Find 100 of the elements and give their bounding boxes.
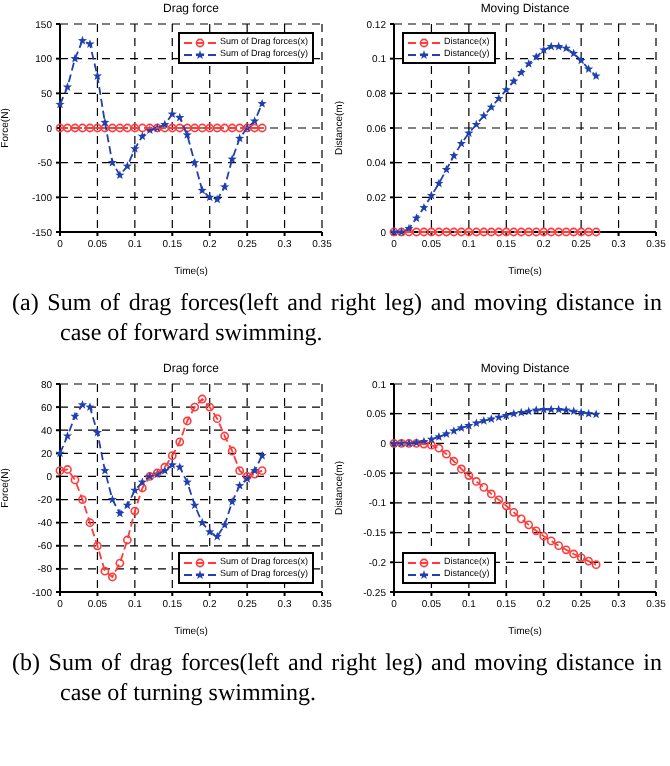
point <box>182 130 192 139</box>
point <box>197 394 207 404</box>
point <box>584 227 594 237</box>
point <box>220 431 230 441</box>
point <box>494 227 504 237</box>
point <box>591 227 601 237</box>
point <box>78 495 87 504</box>
point <box>212 123 222 133</box>
point <box>516 514 526 524</box>
point <box>220 123 230 133</box>
point <box>456 464 466 474</box>
point <box>554 541 564 551</box>
point <box>479 416 489 425</box>
point <box>257 123 267 133</box>
point <box>591 560 601 570</box>
point <box>130 123 140 133</box>
point <box>93 123 102 133</box>
text: (b) Sum of drag forces(left and right leg) and moving distance in case of turning swimming. <box>10 646 664 710</box>
point <box>235 123 245 133</box>
point <box>501 501 511 511</box>
point <box>442 227 451 237</box>
point <box>182 416 192 426</box>
line-series <box>55 400 267 541</box>
point <box>92 71 102 80</box>
point <box>412 227 421 237</box>
point <box>205 123 215 133</box>
point <box>539 404 549 414</box>
point <box>479 483 489 492</box>
point <box>190 123 200 133</box>
point <box>456 227 466 237</box>
point <box>182 123 192 133</box>
point <box>524 520 534 530</box>
line-series <box>55 35 267 204</box>
point <box>250 123 260 133</box>
point <box>546 227 556 237</box>
point <box>205 402 215 412</box>
point <box>227 123 237 133</box>
point <box>63 465 72 474</box>
point <box>471 227 481 237</box>
point <box>108 123 117 133</box>
point <box>509 227 519 237</box>
point <box>486 489 496 499</box>
point <box>70 123 80 133</box>
point <box>63 123 72 133</box>
point <box>434 432 444 441</box>
point <box>561 227 571 237</box>
point <box>100 566 110 576</box>
point <box>175 437 185 447</box>
point <box>449 456 459 466</box>
point <box>100 123 110 133</box>
point <box>576 553 586 562</box>
point <box>115 558 125 568</box>
point <box>175 123 185 133</box>
point <box>531 227 541 237</box>
point <box>85 518 95 528</box>
point <box>539 531 549 541</box>
point <box>569 227 579 237</box>
point <box>434 443 444 453</box>
point <box>494 495 504 505</box>
point <box>235 466 245 476</box>
point <box>569 48 579 58</box>
point <box>55 466 65 476</box>
point <box>442 449 451 459</box>
point <box>449 227 459 237</box>
point <box>456 423 466 432</box>
point <box>227 446 237 456</box>
point <box>93 541 102 551</box>
point <box>584 556 594 566</box>
point <box>427 440 436 450</box>
point <box>434 227 444 237</box>
point <box>137 123 147 133</box>
point <box>257 98 267 108</box>
point <box>509 507 519 517</box>
point <box>516 227 526 237</box>
point <box>122 123 132 133</box>
point <box>464 471 474 480</box>
point <box>569 549 579 559</box>
point <box>531 526 541 536</box>
point <box>479 227 489 237</box>
line-series <box>55 394 267 582</box>
point <box>419 227 429 237</box>
point <box>70 475 80 485</box>
point <box>212 414 222 424</box>
point <box>85 123 95 133</box>
line-series <box>389 41 601 236</box>
point <box>130 506 140 516</box>
point <box>167 451 177 461</box>
point <box>108 572 117 582</box>
point <box>197 123 207 133</box>
point <box>471 477 481 486</box>
point <box>137 483 147 493</box>
point <box>524 227 534 237</box>
point <box>486 227 496 237</box>
point <box>257 466 267 476</box>
point <box>78 123 87 133</box>
point <box>167 123 177 133</box>
point <box>554 227 564 237</box>
point <box>122 535 132 545</box>
point <box>190 402 200 412</box>
text: (a) Sum of drag forces(left and right leg) and moving distance in case of forward swimming. <box>10 286 664 350</box>
